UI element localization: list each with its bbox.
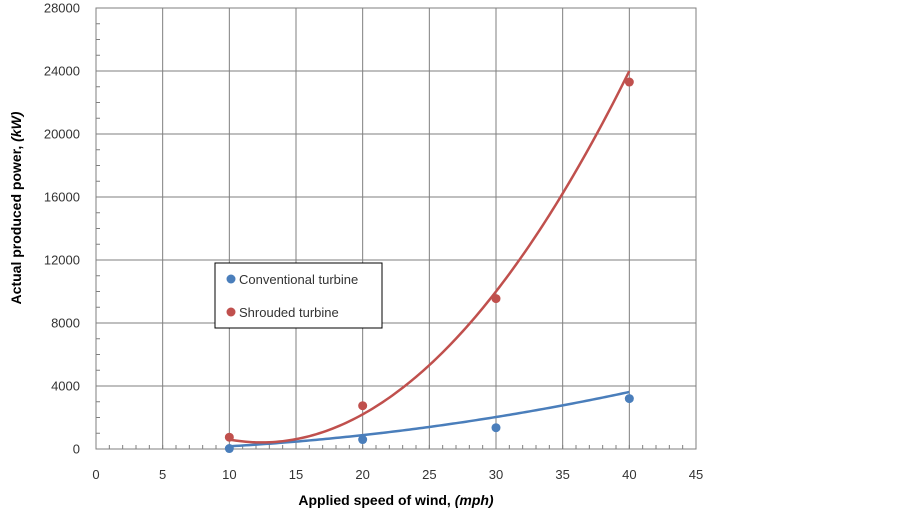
data-point-series-0	[358, 435, 368, 445]
trendlines	[229, 70, 631, 448]
y-tick-label: 4000	[51, 379, 80, 394]
y-tick-label: 20000	[44, 127, 80, 142]
legend-label-shrouded: Shrouded turbine	[239, 305, 339, 320]
y-tick-labels: 0 4000 8000 12000 16000 20000 24000 28000	[44, 1, 80, 457]
data-point-series-1	[624, 77, 634, 87]
data-point-series-1	[491, 294, 501, 304]
x-tick-labels: 0 5 10 15 20 25 30 35 40 45	[92, 467, 703, 482]
x-tick-label: 40	[622, 467, 636, 482]
x-tick-label: 35	[555, 467, 569, 482]
x-tick-label: 30	[489, 467, 503, 482]
data-point-series-1	[224, 432, 234, 442]
legend-label-conventional: Conventional turbine	[239, 272, 358, 287]
x-tick-label: 45	[689, 467, 703, 482]
x-tick-label: 10	[222, 467, 236, 482]
legend-box	[214, 262, 383, 329]
grid	[95, 7, 697, 450]
data-point-series-0	[491, 423, 501, 433]
plot-area-border	[95, 7, 697, 450]
trendline-series-0	[229, 390, 630, 448]
legend: Conventional turbine Shrouded turbine	[214, 262, 383, 329]
y-tick-label: 24000	[44, 64, 80, 79]
legend-marker-conventional	[226, 274, 236, 284]
x-tick-label: 25	[422, 467, 436, 482]
minor-ticks	[95, 7, 697, 450]
x-tick-label: 20	[355, 467, 369, 482]
y-tick-label: 8000	[51, 316, 80, 331]
x-tick-label: 0	[92, 467, 99, 482]
trendline-series-1	[229, 70, 631, 444]
y-tick-label: 16000	[44, 190, 80, 205]
x-axis-title: Applied speed of wind, (mph)	[298, 492, 494, 508]
x-tick-label: 5	[159, 467, 166, 482]
y-tick-label: 28000	[44, 1, 80, 16]
data-point-series-1	[358, 401, 368, 411]
legend-marker-shrouded	[226, 307, 236, 317]
data-point-series-0	[624, 394, 634, 404]
y-tick-label: 12000	[44, 253, 80, 268]
y-tick-label: 0	[73, 442, 80, 457]
x-tick-label: 15	[289, 467, 303, 482]
y-axis-title: Actual produced power, (kW)	[8, 111, 24, 304]
data-points	[224, 77, 634, 454]
data-point-series-0	[224, 444, 234, 454]
